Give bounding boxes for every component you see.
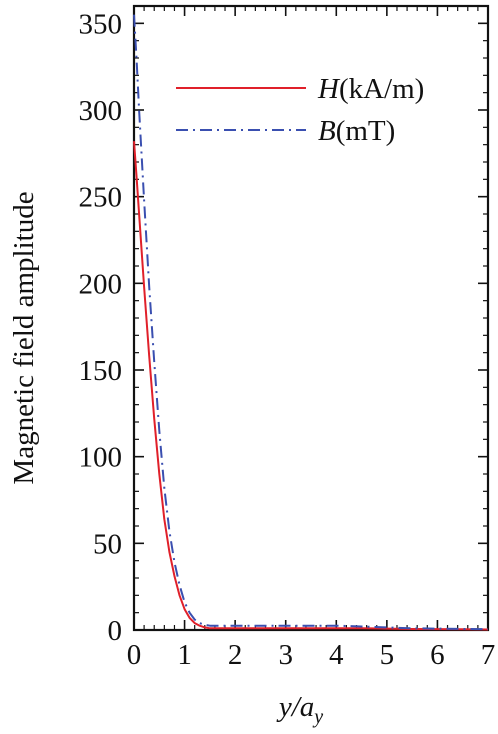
legend-label-h: H(kA/m) bbox=[317, 73, 424, 105]
plot-frame bbox=[132, 4, 490, 632]
y-tick-label: 200 bbox=[79, 268, 123, 300]
x-axis-label: y/ay bbox=[276, 691, 323, 728]
y-tick-labels: 0 50 100 150 200 250 300 350 bbox=[79, 8, 123, 647]
series-line-h bbox=[133, 141, 489, 631]
series-lines bbox=[133, 14, 489, 631]
legend-label-h-symbol: H bbox=[317, 73, 341, 105]
legend-label-h-unit: (kA/m) bbox=[339, 73, 424, 105]
legend-label-b-symbol: B bbox=[318, 115, 336, 147]
x-tick-label: 7 bbox=[481, 639, 496, 671]
axis-ticks bbox=[133, 6, 489, 631]
y-tick-label: 0 bbox=[108, 615, 123, 647]
x-tick-labels: 0 1 2 3 4 5 6 7 bbox=[127, 639, 496, 671]
y-tick-label: 100 bbox=[79, 442, 123, 474]
legend-label-b-unit: (mT) bbox=[336, 115, 396, 147]
x-tick-label: 0 bbox=[127, 639, 142, 671]
x-tick-label: 5 bbox=[380, 639, 395, 671]
y-axis-label: Magnetic field amplitude bbox=[8, 191, 40, 484]
y-tick-label: 350 bbox=[79, 8, 123, 40]
y-tick-label: 50 bbox=[93, 528, 122, 560]
x-tick-label: 4 bbox=[329, 639, 344, 671]
x-axis-label-base: y/a bbox=[276, 691, 314, 723]
y-tick-label: 250 bbox=[79, 182, 123, 214]
x-tick-label: 2 bbox=[228, 639, 243, 671]
y-tick-label: 150 bbox=[79, 355, 123, 387]
legend: H(kA/m) B(mT) bbox=[176, 73, 424, 147]
y-tick-label: 300 bbox=[79, 95, 123, 127]
plot-area bbox=[132, 4, 490, 632]
series-line-b bbox=[133, 14, 489, 631]
x-axis-label-subscript: y bbox=[312, 706, 323, 728]
x-tick-label: 1 bbox=[177, 639, 192, 671]
x-tick-label: 3 bbox=[278, 639, 293, 671]
x-tick-label: 6 bbox=[430, 639, 445, 671]
legend-label-b: B(mT) bbox=[318, 115, 395, 147]
